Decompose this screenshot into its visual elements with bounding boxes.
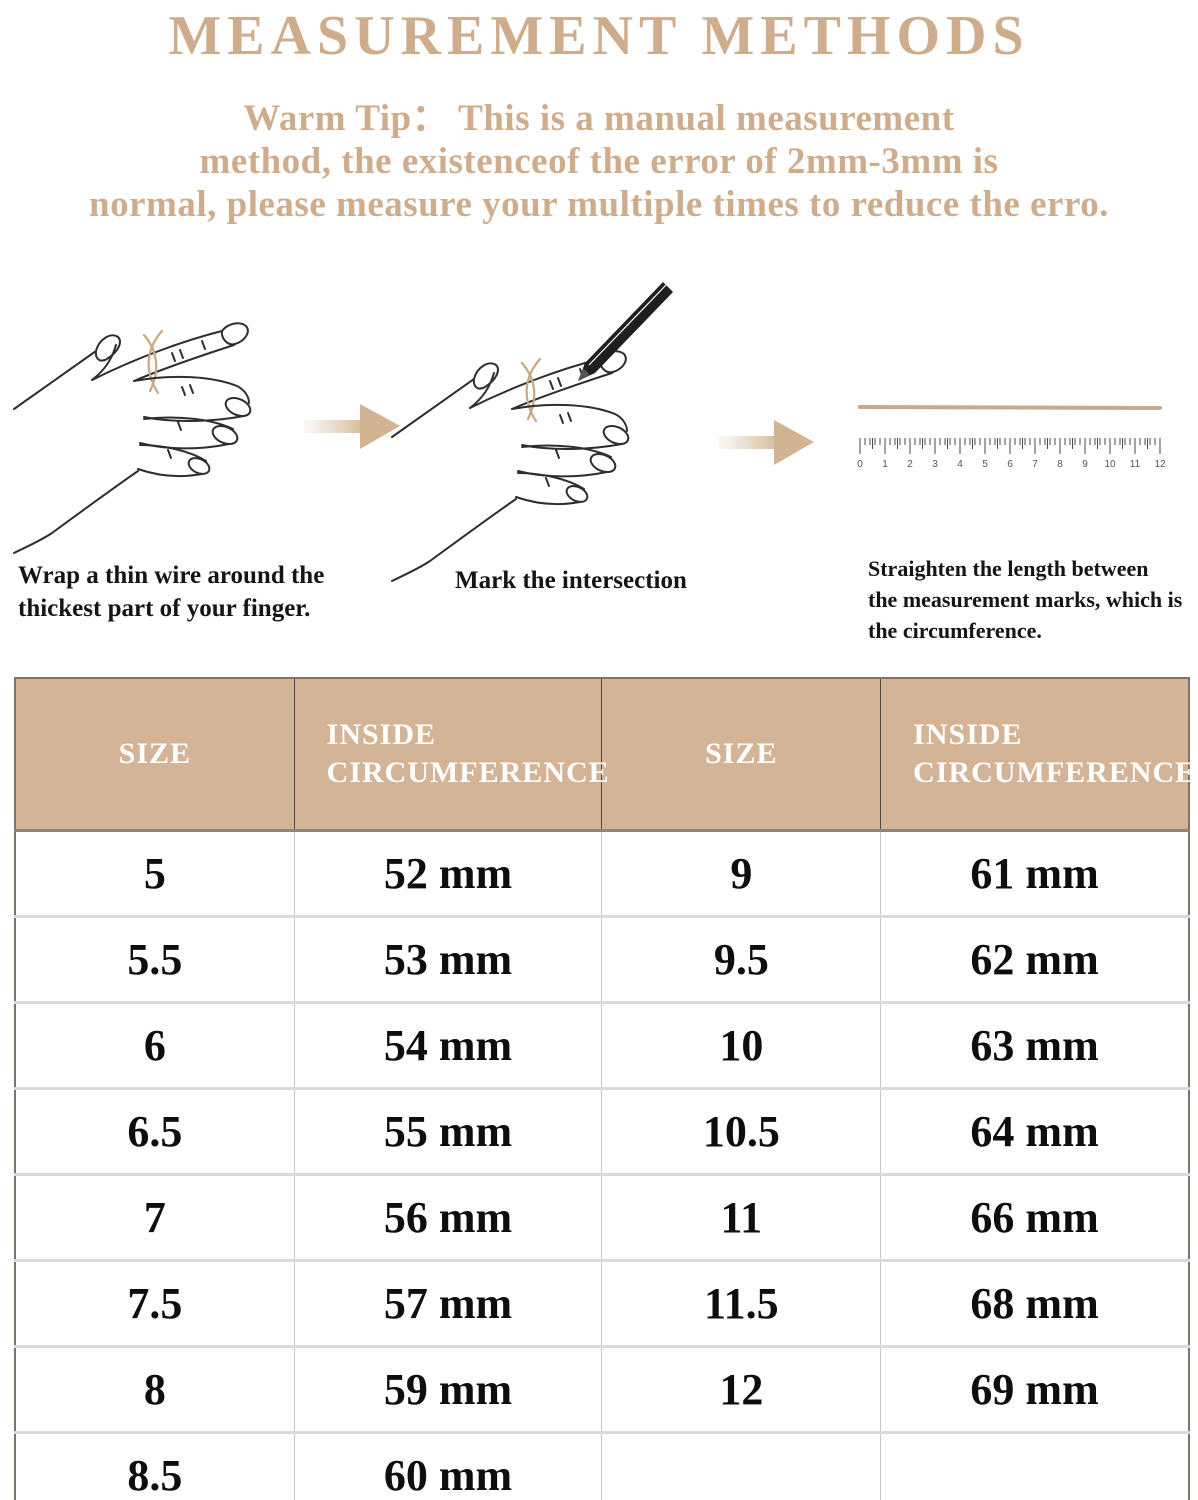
- ruler-number: 11: [1130, 459, 1141, 470]
- size-cell: 7: [15, 1172, 295, 1261]
- column-header-inside-circumference: INSIDE CIRCUMFERENCE: [880, 677, 1195, 832]
- size-cell: 9.5: [601, 914, 882, 1003]
- circumference-cell: [880, 1430, 1190, 1500]
- size-cell: 10: [601, 1000, 882, 1089]
- circumference-cell: 55 mm: [294, 1086, 603, 1175]
- size-cell: 10.5: [601, 1086, 882, 1175]
- size-cell: 5: [15, 830, 295, 917]
- arrow-right-icon: [718, 419, 814, 465]
- circumference-cell: 54 mm: [294, 1000, 603, 1089]
- wire-and-ruler-illustration: 0 1 2 3 4 5 6 7 8 9 10 11 12: [857, 404, 1166, 470]
- circumference-cell: 69 mm: [880, 1344, 1190, 1433]
- ruler-number: 12: [1154, 459, 1166, 470]
- size-cell: 8.5: [15, 1430, 295, 1500]
- page-title: MEASUREMENT METHODS: [168, 5, 1030, 67]
- size-cell: 5.5: [15, 914, 295, 1003]
- table-row: 7.5 57 mm 11.5 68 mm: [15, 1258, 1190, 1347]
- circumference-cell: 59 mm: [294, 1344, 603, 1433]
- circumference-cell: 53 mm: [294, 914, 603, 1003]
- step-caption-1: Wrap a thin wire around the thickest par…: [18, 561, 325, 623]
- circumference-cell: 63 mm: [880, 1000, 1190, 1089]
- circumference-cell: 60 mm: [294, 1430, 603, 1500]
- ruler-number: 7: [1032, 459, 1038, 470]
- step-caption-2: Mark the intersection: [455, 566, 687, 594]
- ruler-number: 1: [882, 459, 888, 470]
- table-row: 7 56 mm 11 66 mm: [15, 1172, 1190, 1261]
- table-row: 5.5 53 mm 9.5 62 mm: [15, 914, 1190, 1003]
- pen-icon: [578, 281, 673, 381]
- arrow-right-icon: [304, 403, 400, 449]
- ruler-number: 8: [1057, 459, 1063, 470]
- column-header-size: SIZE: [15, 677, 295, 832]
- column-header-inside-circumference: INSIDE CIRCUMFERENCE: [294, 677, 609, 832]
- step-caption-3: Straighten the length between the measur…: [868, 555, 1183, 644]
- table-row: 6 54 mm 10 63 mm: [15, 1000, 1190, 1089]
- size-cell: [601, 1430, 882, 1500]
- straightened-wire: [858, 404, 1162, 410]
- size-cell: 6: [15, 1000, 295, 1089]
- size-cell: 9: [601, 830, 882, 917]
- ruler-number: 0: [857, 459, 863, 470]
- table-row: 8.5 60 mm: [15, 1430, 1190, 1500]
- size-cell: 11.5: [601, 1258, 882, 1347]
- column-header-size: SIZE: [601, 677, 882, 832]
- hand-with-wire-illustration: [12, 321, 255, 554]
- circumference-cell: 61 mm: [880, 830, 1190, 917]
- ruler-number: 6: [1007, 459, 1013, 470]
- ruler-number: 10: [1104, 459, 1116, 470]
- size-cell: 7.5: [15, 1258, 295, 1347]
- ruler-number: 4: [957, 459, 963, 470]
- table-row: 8 59 mm 12 69 mm: [15, 1344, 1190, 1433]
- ruler-number: 2: [907, 459, 913, 470]
- circumference-cell: 66 mm: [880, 1172, 1190, 1261]
- ring-size-table: SIZE INSIDE CIRCUMFERENCE SIZE INSIDE CI…: [14, 676, 1195, 1500]
- size-cell: 12: [601, 1344, 882, 1433]
- ruler-number: 5: [982, 459, 988, 470]
- size-table-header-row: SIZE INSIDE CIRCUMFERENCE SIZE INSIDE CI…: [15, 677, 1195, 832]
- hand-with-pen-illustration: [390, 281, 673, 582]
- circumference-cell: 62 mm: [880, 914, 1190, 1003]
- circumference-cell: 68 mm: [880, 1258, 1190, 1347]
- circumference-cell: 57 mm: [294, 1258, 603, 1347]
- ruler-number: 9: [1082, 459, 1088, 470]
- circumference-cell: 56 mm: [294, 1172, 603, 1261]
- warm-tip-text: Warm Tip： This is a manual measurement m…: [89, 98, 1109, 225]
- steps-figures: 0 1 2 3 4 5 6 7 8 9 10 11 12 Wrap a thin wire around…: [0, 227, 1198, 677]
- size-cell: 8: [15, 1344, 295, 1433]
- table-row: 5 52 mm 9 61 mm: [15, 830, 1190, 917]
- circumference-cell: 52 mm: [294, 830, 603, 917]
- circumference-cell: 64 mm: [880, 1086, 1190, 1175]
- ruler-number: 3: [932, 459, 938, 470]
- size-cell: 11: [601, 1172, 882, 1261]
- table-row: 6.5 55 mm 10.5 64 mm: [15, 1086, 1190, 1175]
- size-cell: 6.5: [15, 1086, 295, 1175]
